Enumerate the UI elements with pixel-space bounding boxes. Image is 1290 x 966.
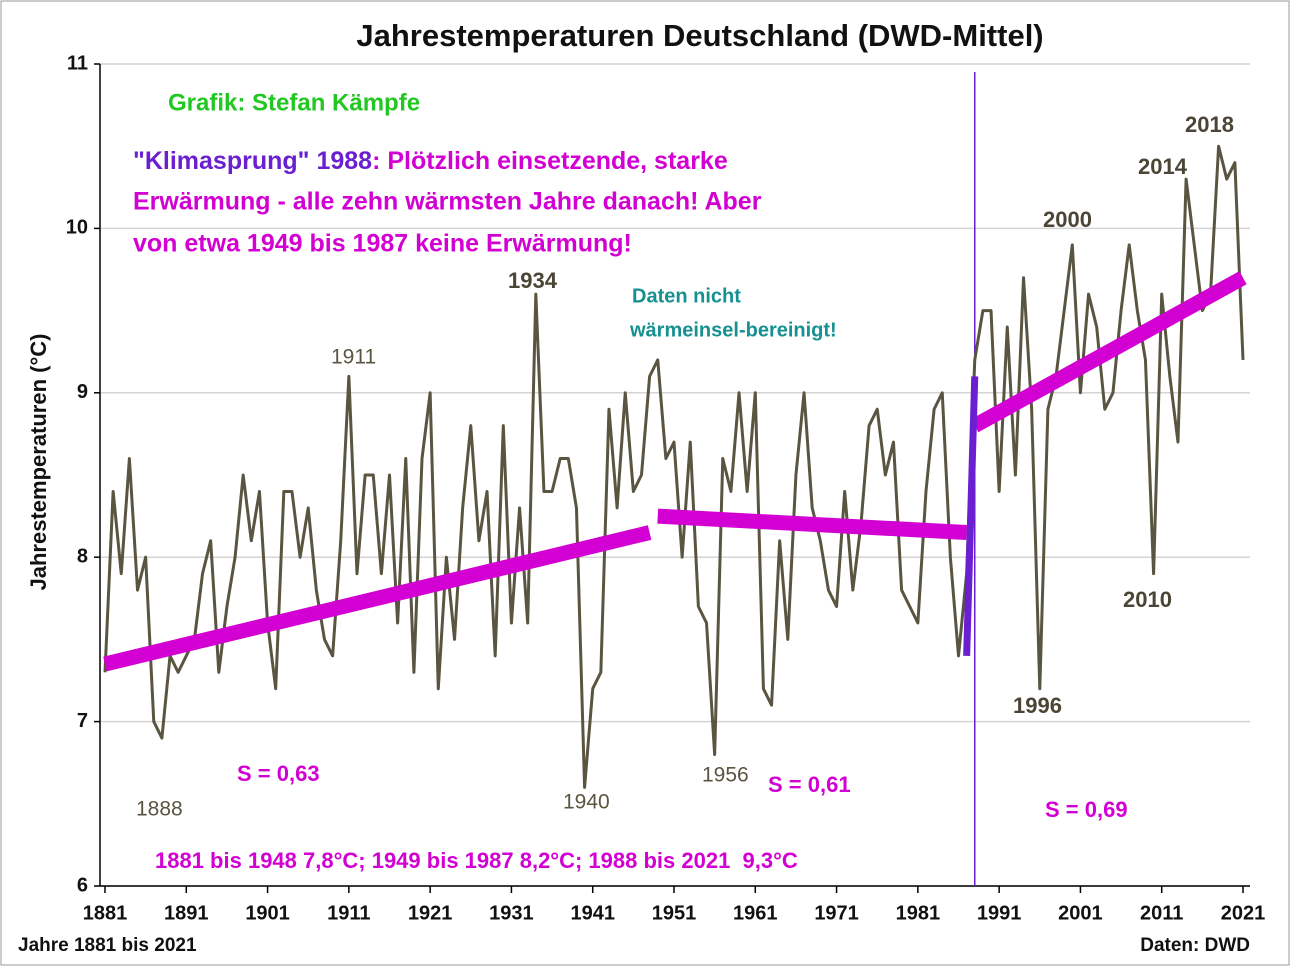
annotation: S = 0,63 bbox=[237, 761, 320, 786]
x-tick-label: 1981 bbox=[896, 902, 941, 924]
annotation: S = 0,69 bbox=[1045, 797, 1128, 822]
annotation: 1934 bbox=[508, 268, 558, 293]
x-tick-label: 1891 bbox=[164, 902, 209, 924]
x-tick-label: 1991 bbox=[977, 902, 1022, 924]
y-tick-label: 8 bbox=[77, 545, 88, 567]
annotation: S = 0,61 bbox=[768, 772, 851, 797]
x-tick-label: 1921 bbox=[408, 902, 453, 924]
annotation: Daten nicht bbox=[632, 285, 741, 307]
annotation: 1911 bbox=[331, 346, 376, 369]
annotation: 2010 bbox=[1123, 587, 1172, 612]
source: Daten: DWD bbox=[1140, 935, 1250, 956]
x-tick-label: 2001 bbox=[1058, 902, 1103, 924]
x-tick-label: 2011 bbox=[1140, 902, 1183, 924]
annotation: 2014 bbox=[1138, 154, 1188, 179]
trend-line bbox=[971, 271, 1247, 433]
annotation: 1888 bbox=[136, 798, 183, 821]
y-axis-label: Jahrestemperaturen (°C) bbox=[26, 334, 51, 591]
x-axis-label: Jahre 1881 bis 2021 bbox=[18, 935, 197, 956]
y-tick-label: 9 bbox=[77, 381, 88, 403]
y-tick-label: 11 bbox=[67, 52, 88, 74]
annotation-part: : Plötzlich einsetzende, starke bbox=[372, 147, 728, 175]
y-tick-label: 7 bbox=[77, 710, 88, 732]
x-tick-label: 1971 bbox=[814, 902, 859, 924]
x-tick-label: 1911 bbox=[327, 902, 370, 924]
x-tick-label: 1881 bbox=[83, 902, 128, 924]
trend-line bbox=[103, 525, 652, 672]
annotation: wärmeinsel-bereinigt! bbox=[629, 319, 837, 341]
x-tick-label: 1931 bbox=[489, 902, 534, 924]
annotation: 2000 bbox=[1043, 207, 1092, 232]
x-tick-label: 1951 bbox=[652, 902, 697, 924]
chart-title: Jahrestemperaturen Deutschland (DWD-Mitt… bbox=[356, 18, 1043, 53]
annotation: 1956 bbox=[702, 764, 749, 787]
annotation: 1881 bis 1948 7,8°C; 1949 bis 1987 8,2°C… bbox=[155, 848, 798, 873]
annotation: 1940 bbox=[563, 791, 610, 814]
x-tick-label: 2021 bbox=[1221, 902, 1266, 924]
annotation: "Klimasprung" 1988: Plötzlich einsetzend… bbox=[133, 147, 728, 175]
trend-line bbox=[963, 376, 979, 656]
annotation: Grafik: Stefan Kämpfe bbox=[168, 89, 420, 116]
x-tick-label: 1961 bbox=[733, 902, 778, 924]
annotation: Erwärmung - alle zehn wärmsten Jahre dan… bbox=[133, 188, 762, 216]
y-tick-label: 10 bbox=[66, 217, 88, 239]
annotation: 2018 bbox=[1185, 112, 1234, 137]
x-tick-label: 1941 bbox=[570, 902, 615, 924]
trend-line bbox=[657, 508, 968, 541]
annotation: von etwa 1949 bis 1987 keine Erwärmung! bbox=[133, 230, 632, 258]
annotation-part: "Klimasprung" 1988 bbox=[133, 147, 372, 175]
y-tick-label: 6 bbox=[77, 874, 88, 896]
annotation: 1996 bbox=[1013, 693, 1062, 718]
x-tick-label: 1901 bbox=[245, 902, 290, 924]
